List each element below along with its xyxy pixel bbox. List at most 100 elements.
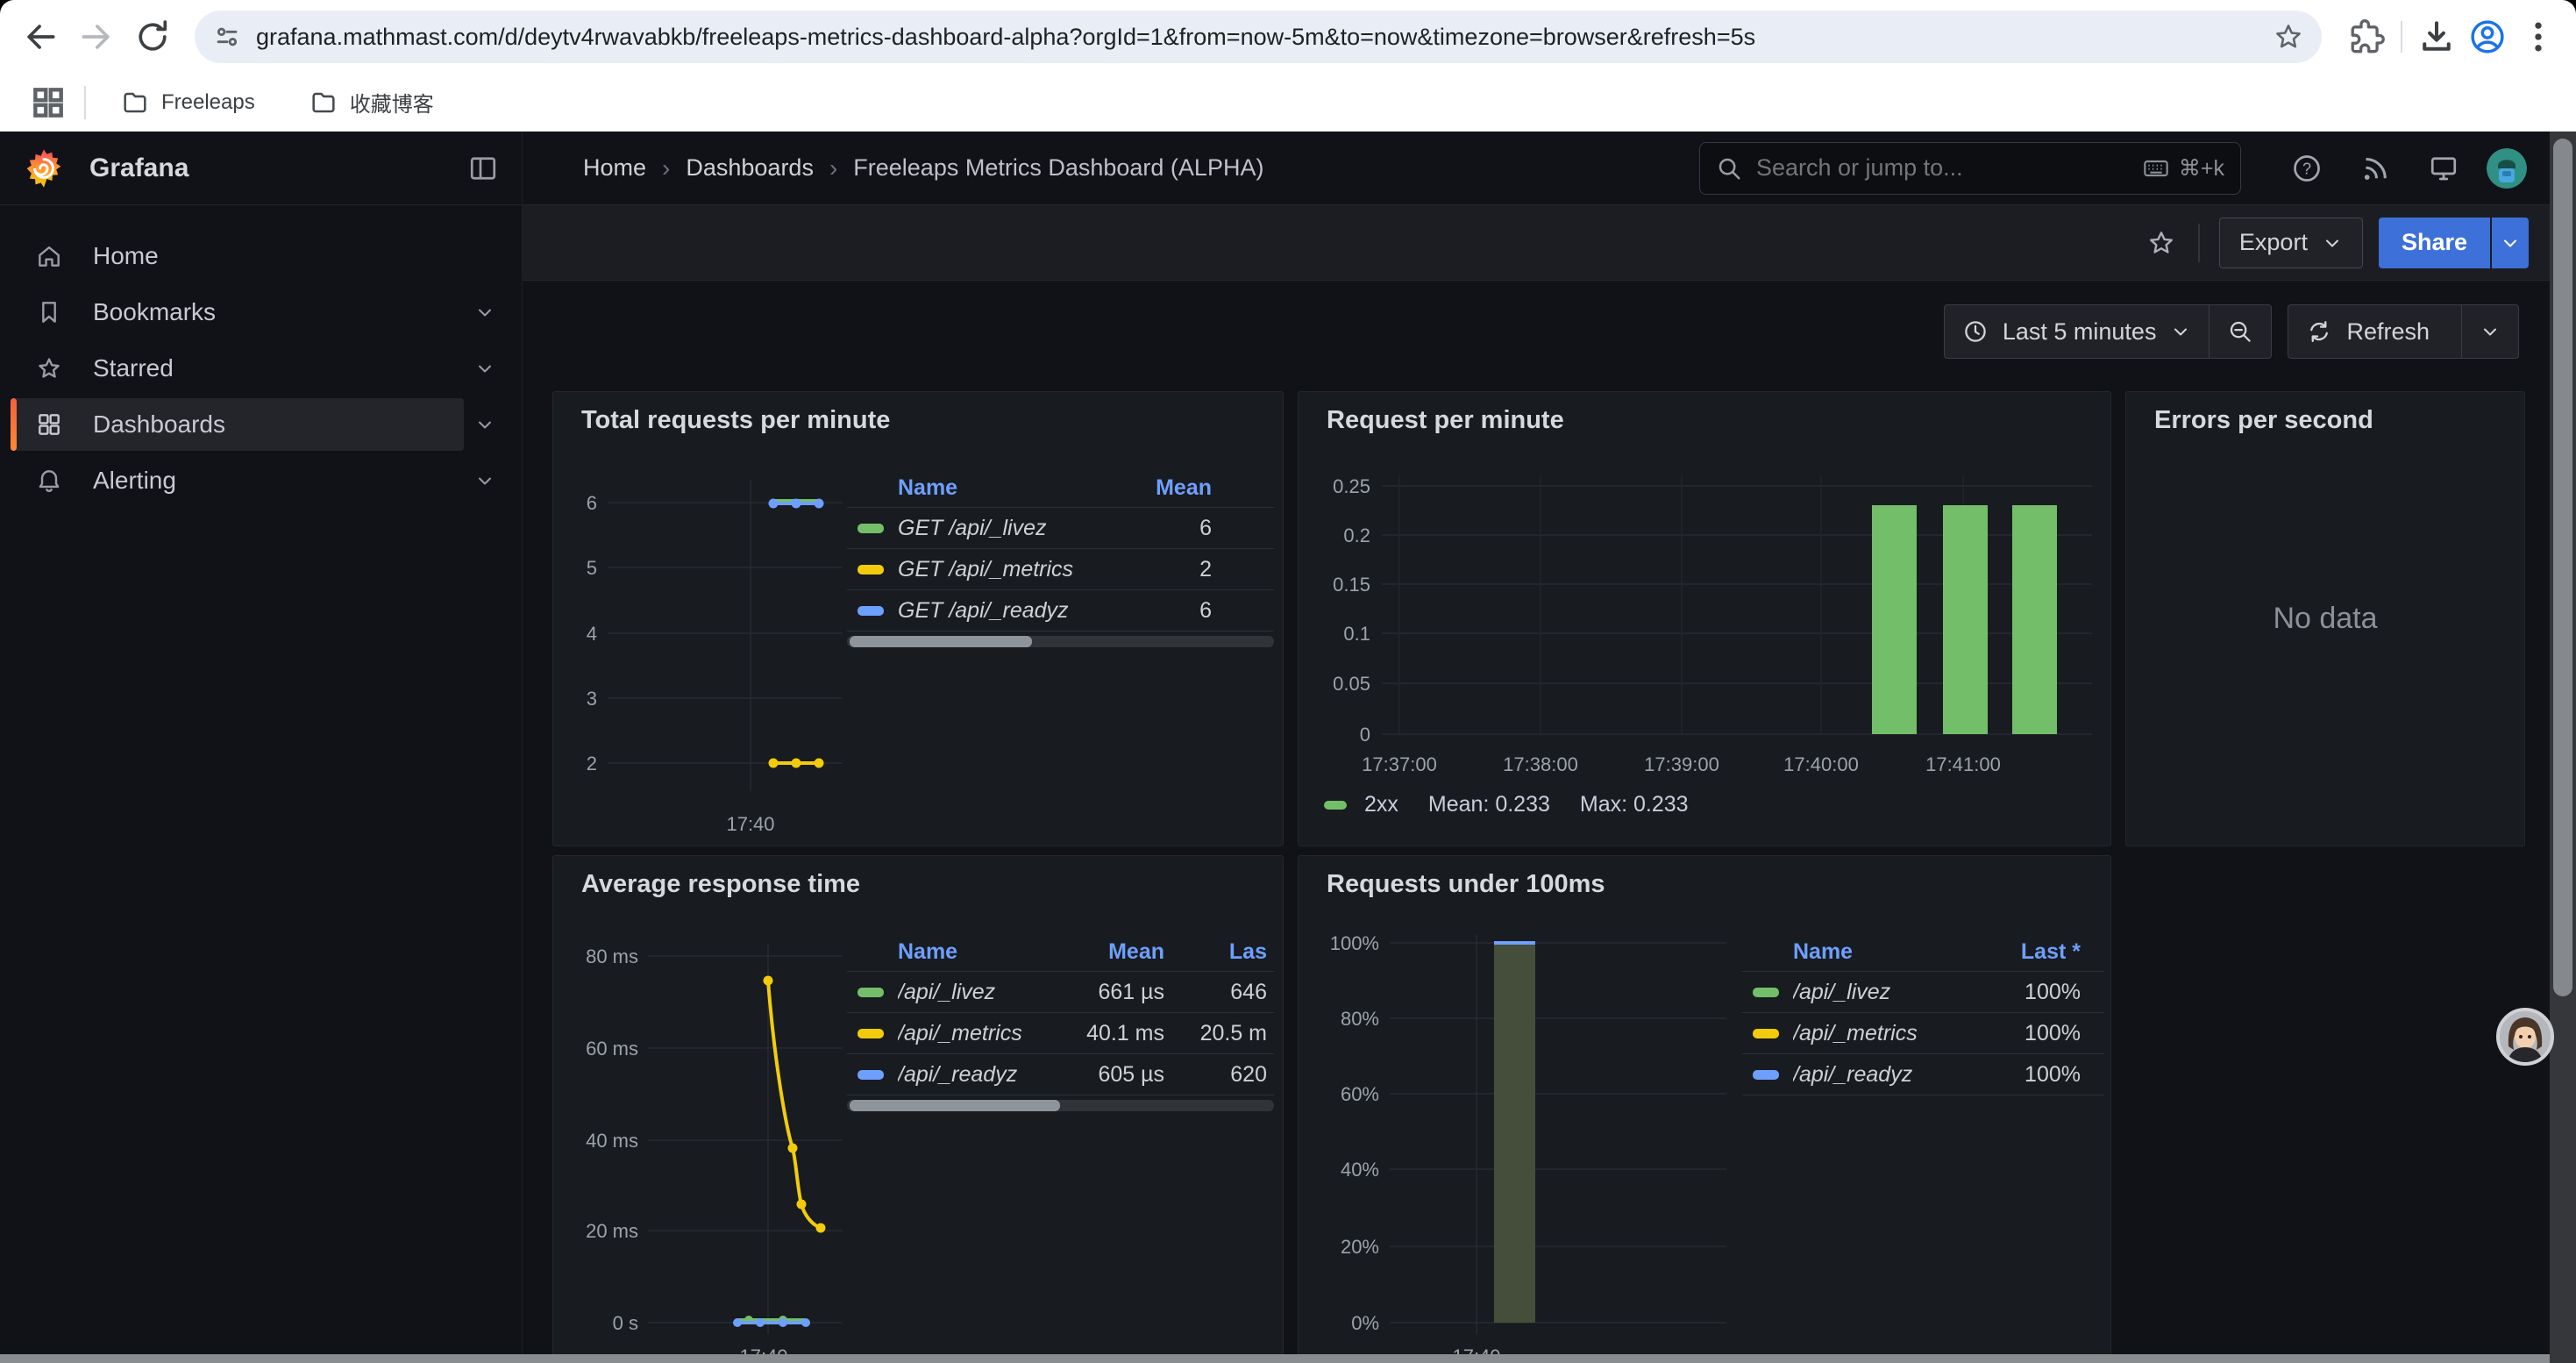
legend-row-metrics[interactable]: /api/_metrics 40.1 ms 20.5 m: [847, 1012, 1274, 1053]
breadcrumb-dashboards[interactable]: Dashboards: [686, 154, 814, 182]
profile-icon: [2468, 18, 2507, 56]
bookmark-star-icon[interactable]: [2273, 21, 2304, 53]
panel-title[interactable]: Request per minute: [1327, 406, 1564, 435]
svg-text:4: 4: [587, 623, 597, 645]
legend-row-livez[interactable]: /api/_livez 661 µs 646: [847, 971, 1274, 1012]
legend-col-last[interactable]: Las: [1164, 939, 1274, 965]
svg-text:0.1: 0.1: [1343, 623, 1370, 645]
main-content: Home › Dashboards › Freeleaps Metrics Da…: [523, 132, 2550, 1363]
series-color-pill[interactable]: [857, 606, 884, 616]
series-color-pill[interactable]: [1324, 801, 1347, 810]
panel-title[interactable]: Errors per second: [2154, 406, 2373, 435]
help-button[interactable]: ?: [2281, 143, 2332, 194]
panel-title[interactable]: Total requests per minute: [581, 406, 890, 435]
brand-title[interactable]: Grafana: [89, 153, 467, 183]
legend-row-readyz[interactable]: GET /api/_readyz 6: [847, 589, 1274, 631]
bookmark-folder-freeleaps[interactable]: Freeleaps: [105, 81, 271, 125]
chevron-down-icon[interactable]: [474, 358, 495, 379]
url-bar[interactable]: grafana.mathmast.com/d/deytv4rwavabkb/fr…: [195, 11, 2322, 63]
svg-text:0%: 0%: [1351, 1312, 1379, 1334]
sidebar-item-home[interactable]: Home: [0, 228, 522, 284]
series-color-pill[interactable]: [857, 1070, 884, 1080]
sidebar-item-starred[interactable]: Starred: [0, 340, 522, 396]
refresh-button[interactable]: Refresh: [2288, 305, 2461, 358]
bookmark-icon: [35, 298, 63, 326]
vertical-scrollbar[interactable]: [2550, 132, 2576, 1363]
search-box[interactable]: ⌘+k: [1699, 142, 2241, 195]
rss-icon: [2359, 153, 2391, 184]
series-color-pill[interactable]: [1753, 988, 1779, 997]
display-button[interactable]: [2418, 143, 2469, 194]
legend-col-mean[interactable]: Mean: [1064, 939, 1164, 965]
zoom-out-time-button[interactable]: [2209, 305, 2271, 358]
panel-title[interactable]: Average response time: [581, 870, 860, 899]
download-icon: [2417, 18, 2456, 56]
export-button[interactable]: Export: [2219, 218, 2363, 268]
chevron-down-icon[interactable]: [474, 414, 495, 435]
bookmark-folder-blogs[interactable]: 收藏博客: [294, 81, 450, 125]
sidebar-item-alerting[interactable]: Alerting: [0, 453, 522, 509]
legend-row-metrics[interactable]: GET /api/_metrics 2: [847, 548, 1274, 589]
legend-row-readyz[interactable]: /api/_readyz 100%: [1742, 1053, 2104, 1095]
legend-row-livez[interactable]: /api/_livez 100%: [1742, 971, 2104, 1012]
vertical-scrollbar-thumb[interactable]: [2553, 139, 2572, 996]
breadcrumb-separator: ›: [662, 154, 670, 182]
search-input[interactable]: [1756, 154, 2142, 182]
legend-col-name[interactable]: Name: [1742, 939, 1997, 965]
horizontal-scrollbar[interactable]: [0, 1354, 2550, 1363]
site-settings-icon[interactable]: [212, 22, 242, 52]
breadcrumb-separator: ›: [829, 154, 837, 182]
legend-scrollbar-thumb[interactable]: [850, 636, 1032, 647]
share-menu-button[interactable]: [2492, 218, 2529, 268]
floating-avatar[interactable]: [2496, 1008, 2554, 1066]
svg-text:0.25: 0.25: [1333, 475, 1370, 497]
chevron-down-icon[interactable]: [474, 470, 495, 491]
apps-button[interactable]: [25, 79, 72, 126]
series-color-pill[interactable]: [857, 565, 884, 574]
breadcrumb-home[interactable]: Home: [583, 154, 646, 182]
folder-icon: [310, 89, 338, 117]
user-avatar[interactable]: [2487, 148, 2527, 189]
bookmarks-bar: Freeleaps 收藏博客: [0, 74, 2576, 132]
downloads-button[interactable]: [2411, 9, 2462, 65]
url-text[interactable]: grafana.mathmast.com/d/deytv4rwavabkb/fr…: [256, 24, 2260, 51]
series-color-pill[interactable]: [857, 524, 884, 533]
reload-button[interactable]: [125, 9, 181, 65]
series-color-pill[interactable]: [857, 988, 884, 997]
grafana-header: Home › Dashboards › Freeleaps Metrics Da…: [523, 132, 2550, 205]
legend-scrollbar[interactable]: [847, 1100, 1274, 1111]
legend-scrollbar[interactable]: [847, 636, 1274, 647]
svg-text:3: 3: [587, 688, 597, 710]
sidebar-item-dashboards[interactable]: Dashboards: [0, 396, 522, 453]
profile-button[interactable]: [2462, 9, 2513, 65]
back-button[interactable]: [12, 9, 68, 65]
share-button[interactable]: Share: [2379, 218, 2490, 268]
extensions-button[interactable]: [2341, 9, 2392, 65]
legend-col-last[interactable]: Last *: [1997, 939, 2081, 965]
panel-title[interactable]: Requests under 100ms: [1327, 870, 1605, 899]
forward-button[interactable]: [68, 9, 125, 65]
legend-col-name[interactable]: Name: [847, 475, 1143, 501]
refresh-interval-button[interactable]: [2461, 305, 2518, 358]
legend-bottom[interactable]: 2xx Mean: 0.233 Max: 0.233: [1324, 792, 1719, 817]
legend-row-readyz[interactable]: /api/_readyz 605 µs 620: [847, 1053, 1274, 1095]
series-color-pill[interactable]: [1753, 1029, 1779, 1038]
collapse-sidebar-icon[interactable]: [467, 153, 499, 184]
legend-row-metrics[interactable]: /api/_metrics 100%: [1742, 1012, 2104, 1053]
grafana-logo[interactable]: [23, 147, 65, 189]
chevron-down-icon[interactable]: [474, 302, 495, 323]
time-range-button[interactable]: Last 5 minutes: [1945, 305, 2210, 358]
news-button[interactable]: [2350, 143, 2401, 194]
series-color-pill[interactable]: [1753, 1070, 1779, 1080]
legend-col-mean[interactable]: Mean: [1143, 475, 1212, 501]
legend-scrollbar-thumb[interactable]: [850, 1100, 1060, 1111]
svg-text:17:40: 17:40: [726, 813, 774, 835]
legend-row-livez[interactable]: GET /api/_livez 6: [847, 507, 1274, 548]
share-label: Share: [2402, 229, 2467, 256]
favorite-dashboard-button[interactable]: [2138, 220, 2184, 266]
browser-toolbar: grafana.mathmast.com/d/deytv4rwavabkb/fr…: [0, 0, 2576, 74]
sidebar-item-bookmarks[interactable]: Bookmarks: [0, 284, 522, 340]
legend-col-name[interactable]: Name: [847, 939, 1064, 965]
browser-menu-button[interactable]: [2513, 9, 2564, 65]
series-color-pill[interactable]: [857, 1029, 884, 1038]
